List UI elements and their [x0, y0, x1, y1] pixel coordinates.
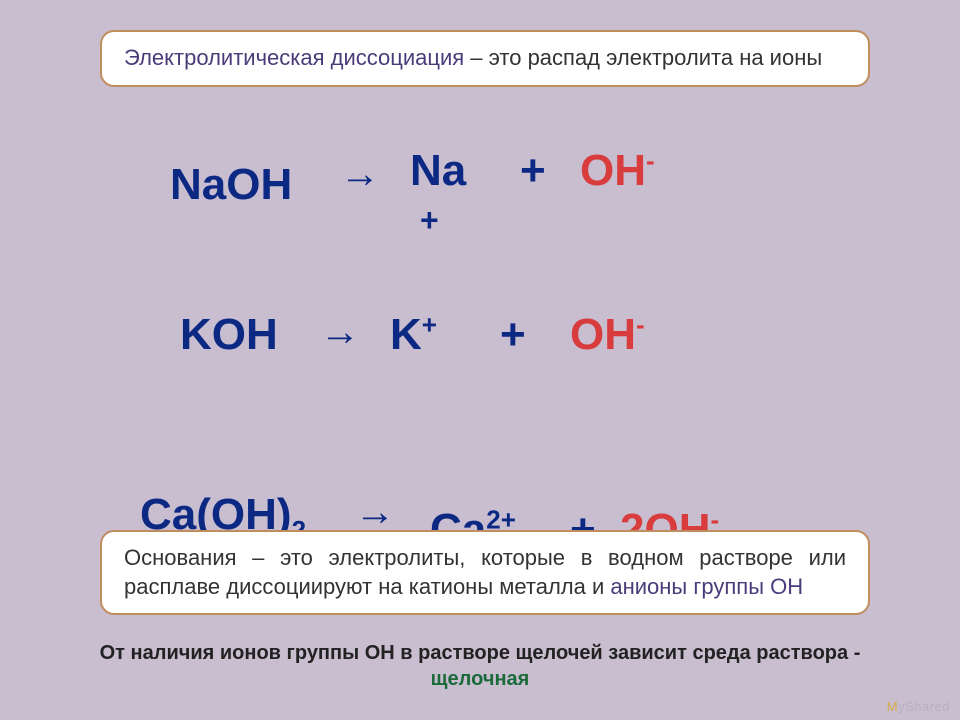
eq2-lhs: KOH	[180, 310, 278, 360]
footnote: От наличия ионов группы ОН в растворе ще…	[80, 640, 880, 692]
eq1-plus: +	[520, 146, 546, 196]
watermark-m: M	[887, 699, 898, 714]
eq3-arrow: →	[355, 490, 395, 535]
eq2-anion-charge: -	[636, 309, 645, 339]
eq1-anion: OH-	[580, 146, 655, 196]
eq2-plus: +	[500, 310, 526, 360]
equations-area: NaOH → Na + + OH- KOH → K+ + OH- Ca(OH)2…	[100, 140, 870, 350]
eq2-cation-base: K	[390, 310, 422, 359]
definition-suffix-1: – это распад электролита на ионы	[464, 45, 822, 70]
eq1-anion-base: OH	[580, 146, 646, 195]
watermark: MyShared	[887, 699, 950, 714]
definition-text-2: Основания – это электролиты, которые в в…	[124, 544, 846, 601]
definition-box-1: Электролитическая диссоциация – это расп…	[100, 30, 870, 87]
eq2-cation: K+	[390, 310, 437, 360]
equation-row-3: Ca(OH)2 → Ca2+ + 2OH-	[100, 370, 870, 440]
definition-term-1: Электролитическая диссоциация	[124, 45, 464, 70]
eq1-cation-charge-below: +	[420, 202, 439, 239]
definition-box-2: Основания – это электролиты, которые в в…	[100, 530, 870, 615]
equation-row-1: NaOH → Na + + OH-	[100, 140, 870, 210]
eq2-anion: OH-	[570, 310, 645, 360]
eq1-arrow: →	[340, 152, 380, 197]
eq1-anion-charge: -	[646, 145, 655, 175]
definition-text-1: Электролитическая диссоциация – это расп…	[124, 44, 846, 73]
eq2-anion-base: OH	[570, 310, 636, 359]
footnote-prefix: От наличия ионов группы ОН в растворе ще…	[100, 642, 861, 664]
eq1-lhs: NaOH	[170, 160, 292, 210]
eq2-arrow: →	[320, 310, 360, 355]
equation-row-2: KOH → K+ + OH-	[100, 240, 870, 310]
eq1-cation: Na	[410, 146, 466, 196]
watermark-suffix: yShared	[898, 699, 950, 714]
eq2-cation-charge: +	[422, 309, 437, 339]
definition-term-2: анионы группы ОН	[610, 574, 803, 599]
footnote-term: щелочная	[431, 668, 530, 690]
